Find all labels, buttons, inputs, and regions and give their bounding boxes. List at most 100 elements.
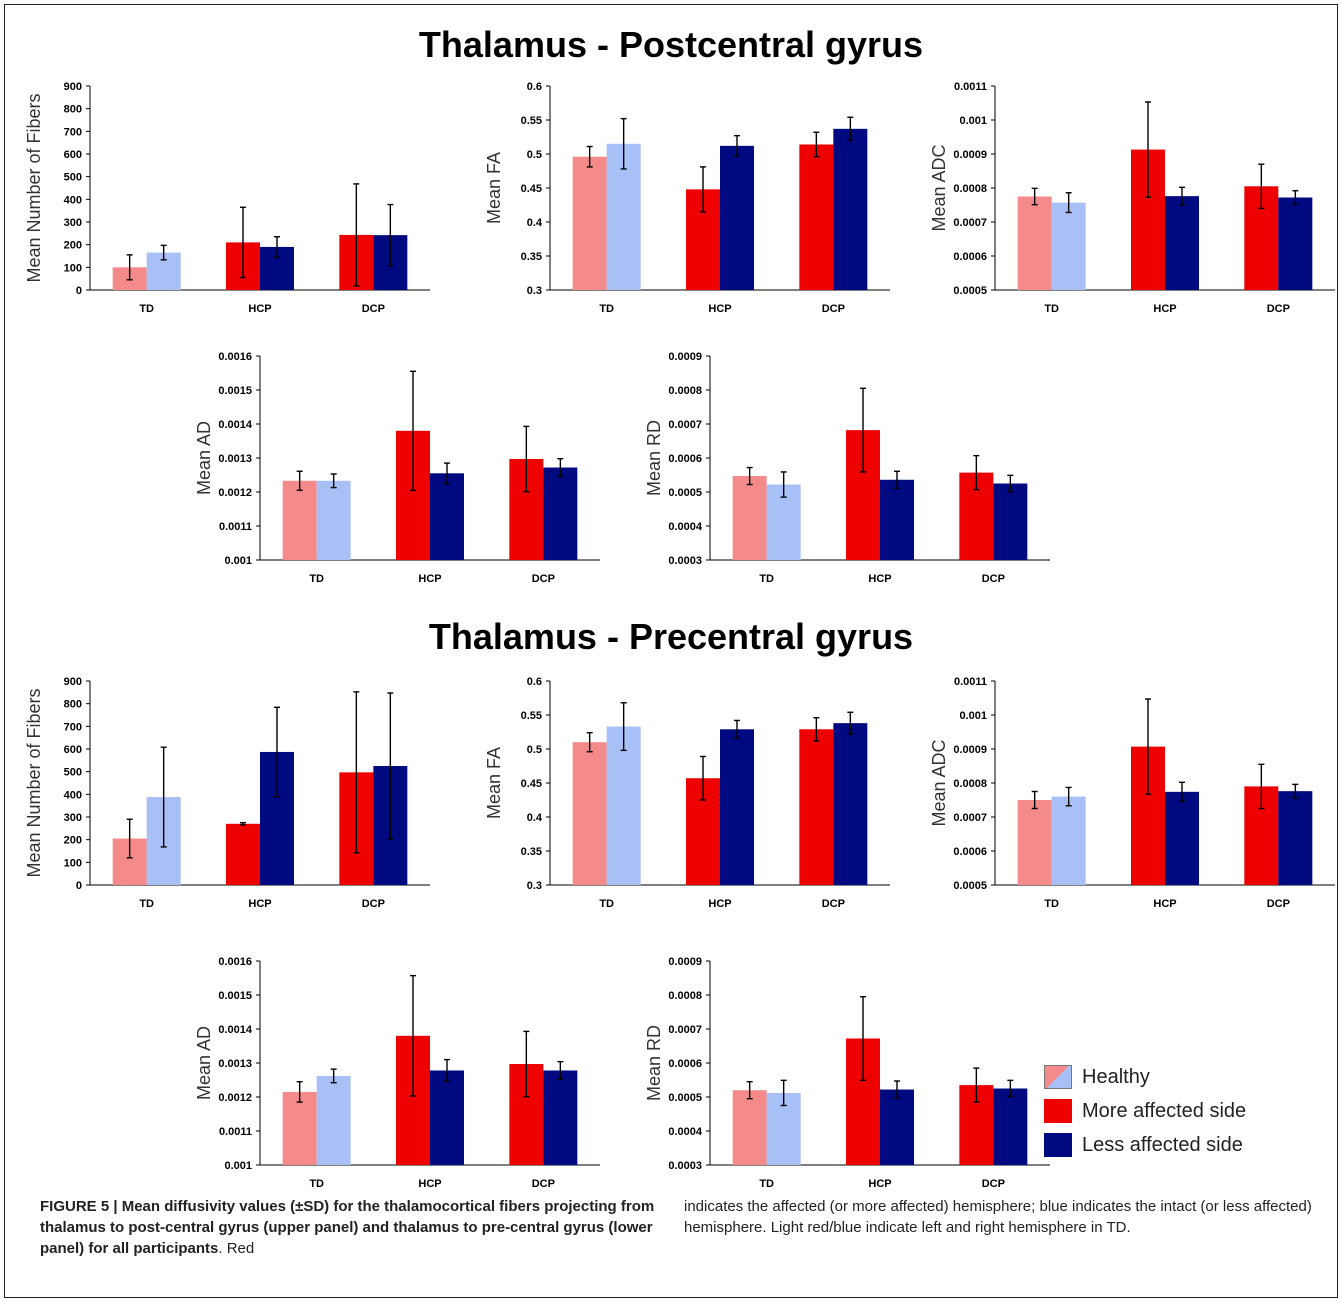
y-tick-label: 0.0007 <box>668 419 702 431</box>
x-category-label: DCP <box>982 1178 1005 1190</box>
bar-td-second <box>316 1075 351 1165</box>
y-tick-label: 0.0009 <box>668 956 702 968</box>
y-tick-label: 300 <box>64 217 82 229</box>
bar-dcp-first <box>799 144 834 290</box>
y-tick-label: 0.0016 <box>218 956 252 968</box>
y-tick-label: 0.6 <box>527 676 542 688</box>
y-tick-label: 0.5 <box>527 744 542 756</box>
y-tick-label: 400 <box>64 789 82 801</box>
x-category-label: DCP <box>532 1178 555 1190</box>
legend-item-healthy: Healthy <box>1044 1060 1246 1094</box>
x-category-label: HCP <box>708 898 731 910</box>
bar-hcp-second <box>880 1089 914 1165</box>
bar-dcp-second <box>993 483 1028 560</box>
y-tick-label: 0.45 <box>521 778 542 790</box>
y-tick-label: 0.3 <box>527 285 542 297</box>
y-tick-label: 300 <box>64 812 82 824</box>
y-tick-label: 0.0008 <box>953 183 987 195</box>
y-tick-label: 0.0008 <box>668 385 702 397</box>
bar-hcp-second <box>720 729 754 885</box>
bar-hcp-second <box>720 145 754 290</box>
y-axis-label: Mean ADC <box>929 144 949 231</box>
split-swatch-icon <box>1044 1065 1072 1089</box>
y-tick-label: 700 <box>64 721 82 733</box>
y-axis-label: Mean AD <box>194 421 214 495</box>
bar-dcp-second <box>833 723 868 885</box>
y-tick-label: 0.0016 <box>218 351 252 363</box>
chart-adc-postcentral: 0.0005 0.0006 0.0007 0.0008 0.0009 0.001 0.001… <box>929 81 1335 315</box>
y-tick-label: 900 <box>64 676 82 688</box>
y-tick-label: 0.45 <box>521 183 542 195</box>
x-category-label: HCP <box>418 1178 441 1190</box>
bar-td-second <box>316 480 351 560</box>
x-category-label: TD <box>139 303 154 315</box>
x-category-label: TD <box>759 1178 774 1190</box>
x-category-label: HCP <box>248 898 271 910</box>
bar-td-first <box>732 1090 767 1165</box>
y-tick-label: 0.55 <box>521 710 542 722</box>
y-tick-label: 0.0008 <box>668 990 702 1002</box>
y-axis-label: Mean FA <box>484 747 504 819</box>
bar-dcp-second <box>543 467 578 560</box>
bar-td-first <box>572 742 607 885</box>
y-tick-label: 0.6 <box>527 81 542 93</box>
y-tick-label: 0.0005 <box>668 1092 702 1104</box>
x-category-label: TD <box>309 1178 324 1190</box>
bar-td-first <box>282 480 317 560</box>
x-category-label: DCP <box>532 573 555 585</box>
legend: Healthy More affected side Less affected… <box>1044 1060 1246 1162</box>
caption-left-column: FIGURE 5 | Mean diffusivity values (±SD)… <box>40 1196 660 1259</box>
y-tick-label: 800 <box>64 104 82 116</box>
bar-td-first <box>282 1091 317 1165</box>
y-tick-label: 0.001 <box>224 1160 252 1172</box>
y-axis-label: Mean RD <box>644 1025 664 1101</box>
caption-right-column: indicates the affected (or more affected… <box>684 1198 1312 1236</box>
y-tick-label: 0.0014 <box>218 1024 253 1036</box>
bar-td-second <box>1051 796 1086 885</box>
legend-swatch-more-affected <box>1044 1099 1072 1123</box>
panel-title-precentral: Thalamus - Precentral gyrus <box>428 616 914 657</box>
y-tick-label: 400 <box>64 194 82 206</box>
x-category-label: DCP <box>1267 303 1290 315</box>
y-tick-label: 0.3 <box>527 880 542 892</box>
y-tick-label: 0.0004 <box>668 1126 703 1138</box>
y-tick-label: 500 <box>64 172 82 184</box>
x-category-label: TD <box>1044 898 1059 910</box>
bar-hcp-second <box>430 473 464 560</box>
y-tick-label: 0.001 <box>224 555 252 567</box>
bar-dcp-second <box>1278 791 1313 885</box>
legend-label-more-affected: More affected side <box>1082 1099 1247 1122</box>
y-tick-label: 0.0011 <box>219 1126 252 1138</box>
chart-adc-precentral: 0.0005 0.0006 0.0007 0.0008 0.0009 0.001 0.001… <box>929 676 1335 910</box>
y-tick-label: 0.0006 <box>953 251 987 263</box>
x-category-label: DCP <box>982 573 1005 585</box>
y-tick-label: 0.0005 <box>668 487 702 499</box>
bar-hcp-second <box>1165 196 1199 290</box>
chart-ad-postcentral: 0.001 0.0011 0.0012 0.0013 0.0014 0.0015 0.001… <box>194 351 600 585</box>
chart-rd-precentral: 0.0003 0.0004 0.0005 0.0006 0.0007 0.0008 0.00… <box>644 956 1050 1190</box>
y-tick-label: 0.0006 <box>953 846 987 858</box>
x-category-label: HCP <box>1153 898 1176 910</box>
y-tick-label: 0.0015 <box>218 385 252 397</box>
x-category-label: DCP <box>362 303 385 315</box>
y-tick-label: 200 <box>64 835 82 847</box>
x-category-label: TD <box>599 898 614 910</box>
y-tick-label: 0.001 <box>959 115 987 127</box>
bar-hcp-second <box>1165 791 1199 885</box>
bar-dcp-second <box>993 1088 1028 1165</box>
y-tick-label: 0.0015 <box>218 990 252 1002</box>
y-axis-label: Mean ADC <box>929 739 949 826</box>
bar-dcp-second <box>833 128 868 290</box>
y-tick-label: 0.0003 <box>668 1160 702 1172</box>
y-tick-label: 0.0005 <box>953 285 987 297</box>
figure-frame <box>4 4 1338 1298</box>
caption-bold-text: FIGURE 5 | Mean diffusivity values (±SD)… <box>40 1198 655 1257</box>
legend-label-healthy: Healthy <box>1082 1065 1150 1088</box>
y-tick-label: 0.001 <box>959 710 987 722</box>
y-tick-label: 0.0011 <box>954 81 987 93</box>
x-category-label: HCP <box>248 303 271 315</box>
y-axis-label: Mean Number of Fibers <box>24 93 44 282</box>
bar-td-first <box>1017 800 1052 885</box>
y-tick-label: 200 <box>64 240 82 252</box>
y-tick-label: 0.35 <box>521 251 542 263</box>
